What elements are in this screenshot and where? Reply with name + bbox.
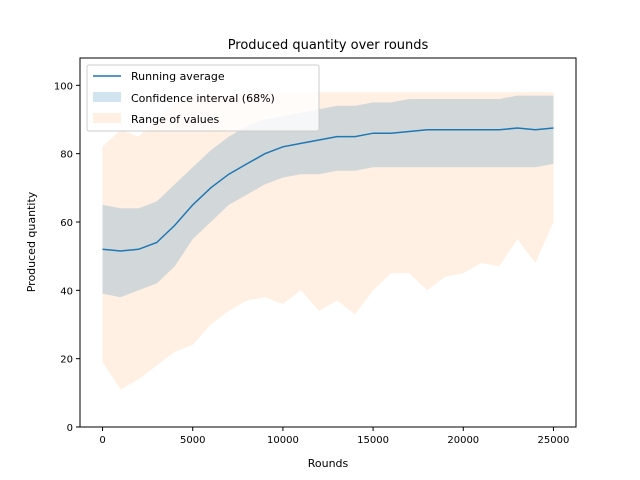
range-of-values-band [102,92,554,390]
x-tick-label: 25000 [538,435,570,446]
x-axis: 0 5000 10000 15000 20000 25000 [99,427,569,446]
legend-label-running-average: Running average [131,70,225,83]
y-tick-label: 100 [54,81,73,92]
chart-title: Produced quantity over rounds [228,38,429,53]
x-tick-label: 15000 [357,435,389,446]
legend-label-range-of-values: Range of values [131,113,220,126]
plot-frame [79,57,577,428]
x-tick-label: 5000 [180,435,205,446]
x-tick-label: 0 [99,435,105,446]
x-axis-title: Rounds [308,457,349,470]
x-tick-label: 10000 [267,435,299,446]
y-axis: 0 20 40 60 80 100 [54,81,80,434]
legend-swatch-confidence-interval [93,92,121,102]
y-tick-label: 20 [60,355,73,366]
y-tick-label: 0 [67,423,73,434]
legend: Running average Confidence interval (68%… [86,64,320,132]
y-tick-label: 60 [60,218,73,229]
confidence-interval-band [102,95,554,298]
x-tick-label: 20000 [447,435,479,446]
y-axis-title: Produced quantity [25,191,38,292]
legend-swatch-range-of-values [93,113,121,123]
running-average-line [102,127,554,252]
legend-box [86,64,320,132]
y-tick-label: 80 [60,150,73,161]
y-tick-label: 40 [60,286,73,297]
plot-area [102,92,554,390]
legend-label-confidence-interval: Confidence interval (68%) [131,92,275,105]
